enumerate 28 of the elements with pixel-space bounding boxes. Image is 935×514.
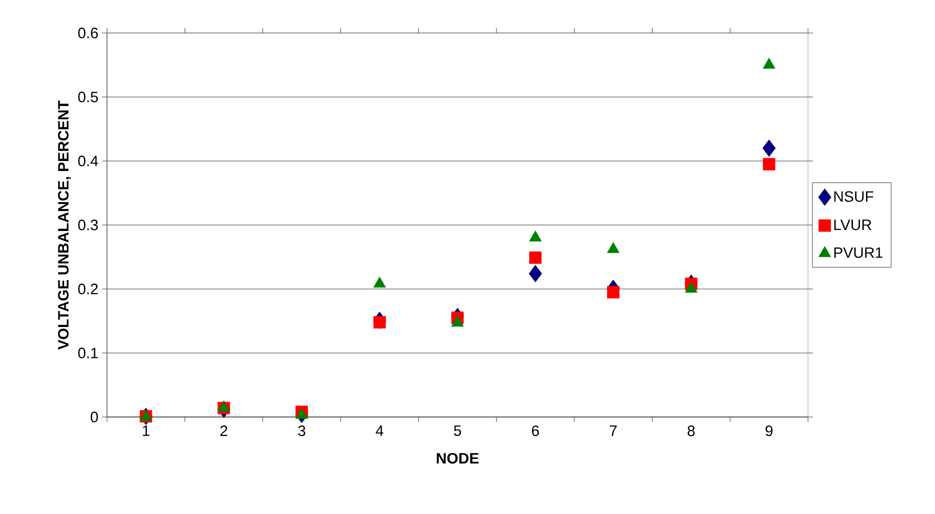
point: [529, 251, 542, 264]
x-tick-label: 7: [610, 426, 617, 436]
x-tick-label: 1: [142, 426, 150, 436]
point: [373, 316, 386, 328]
legend-label: LVUR: [834, 220, 872, 230]
point: [762, 158, 776, 170]
y-tick-label: 0.1: [78, 348, 98, 358]
x-tick-label: 5: [454, 426, 462, 436]
x-tick-label: 3: [298, 426, 306, 436]
point: [762, 140, 776, 157]
x-tick-label: 8: [688, 426, 695, 436]
y-tick-label: 0.2: [78, 284, 98, 294]
legend-label: NSUF: [834, 191, 874, 202]
x-tick-label: 6: [532, 426, 539, 436]
y-tick-label: 0.5: [78, 92, 98, 102]
legend-label: PVUR1: [834, 247, 882, 258]
y-tick-label: 0.3: [78, 220, 98, 230]
x-tick-label: 2: [220, 426, 228, 436]
point: [762, 58, 776, 69]
y-tick-label: 0: [90, 412, 98, 422]
point: [528, 264, 542, 282]
x-axis-title: NODE: [436, 452, 479, 464]
y-tick-label: 0.4: [78, 156, 98, 166]
y-tick-label: 0.6: [78, 28, 98, 38]
x-tick-label: 4: [376, 426, 384, 436]
x-tick-label: 9: [766, 426, 773, 436]
y-axis-title: VOLTAGE UNBALANCE, PERCENT: [58, 100, 71, 350]
point: [607, 286, 620, 298]
